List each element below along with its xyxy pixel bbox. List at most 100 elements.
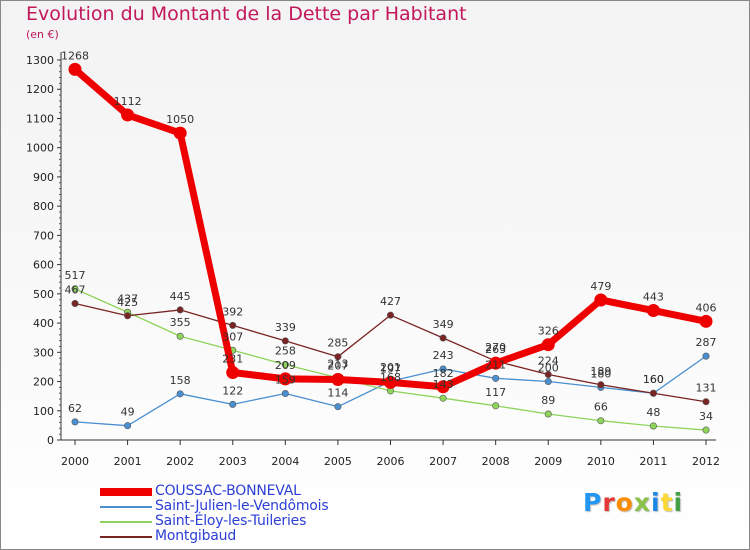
- x-tick-label: 2003: [219, 455, 247, 468]
- data-point: [229, 321, 237, 329]
- legend-label: Montgibaud: [155, 528, 237, 544]
- data-point: [649, 389, 657, 397]
- data-label: 270: [485, 341, 506, 354]
- data-label: 122: [222, 384, 243, 397]
- y-tick-label: 1200: [26, 83, 54, 96]
- data-label: 425: [117, 296, 138, 309]
- data-point: [597, 381, 605, 389]
- data-point: [173, 126, 187, 140]
- proxiti-logo: Proxiti: [583, 488, 683, 517]
- legend-swatch: [100, 506, 152, 508]
- data-label: 339: [275, 321, 296, 334]
- data-label: 89: [541, 394, 555, 407]
- x-tick-label: 2009: [534, 455, 562, 468]
- data-label: 349: [433, 318, 454, 331]
- data-label: 209: [275, 359, 296, 372]
- data-point: [439, 394, 447, 402]
- x-tick-label: 2008: [482, 455, 510, 468]
- data-label: 285: [327, 337, 348, 350]
- data-label: 467: [65, 283, 86, 296]
- data-label: 355: [170, 316, 191, 329]
- data-label: 189: [590, 365, 611, 378]
- data-point: [439, 334, 447, 342]
- data-point: [702, 398, 710, 406]
- logo-letter: i: [651, 488, 661, 517]
- data-point: [436, 380, 450, 394]
- data-point: [439, 365, 447, 373]
- data-point: [492, 402, 500, 410]
- data-label: 114: [327, 387, 348, 400]
- data-label: 437: [117, 292, 138, 305]
- x-tick-label: 2011: [639, 455, 667, 468]
- data-label: 445: [170, 290, 191, 303]
- data-label: 117: [485, 386, 506, 399]
- axes: 0 100 200 300 400 500 600 700 800 900 1000 1100 1200…: [26, 52, 720, 468]
- y-tick-label: 300: [33, 346, 54, 359]
- data-label: 160: [643, 373, 664, 386]
- x-tick-label: 2010: [587, 455, 615, 468]
- data-label: 180: [590, 367, 611, 380]
- data-point: [541, 338, 555, 352]
- data-label: 158: [170, 374, 191, 387]
- data-point: [124, 422, 132, 430]
- data-label: 159: [275, 374, 296, 387]
- data-point: [226, 365, 240, 379]
- logo-letter: P: [583, 488, 603, 517]
- data-label: 443: [643, 291, 664, 304]
- x-tick-label: 2007: [429, 455, 457, 468]
- data-point: [646, 304, 660, 318]
- logo-letter: t: [660, 488, 674, 517]
- data-point: [278, 372, 292, 386]
- x-tick-label: 2000: [61, 455, 89, 468]
- data-point: [331, 372, 345, 386]
- logo-letter: r: [602, 488, 616, 517]
- y-tick-label: 700: [33, 229, 54, 242]
- data-point: [649, 422, 657, 430]
- data-point: [68, 62, 82, 76]
- data-label: 143: [433, 378, 454, 391]
- data-label: 168: [380, 371, 401, 384]
- data-label: 1050: [166, 113, 194, 126]
- data-labels: 62 49 158 122 159 114 201 243 211 200 180 160 287 517…: [61, 49, 717, 423]
- data-label: 197: [380, 362, 401, 375]
- legend-label: Saint-Éloy-les-Tuileries: [155, 513, 307, 529]
- data-point: [71, 285, 79, 293]
- data-label: 258: [275, 345, 296, 358]
- data-point: [492, 374, 500, 382]
- data-label: 231: [222, 352, 243, 365]
- y-tick-label: 1100: [26, 112, 54, 125]
- y-tick-label: 0: [47, 434, 54, 447]
- data-point: [121, 108, 135, 122]
- x-tick-label: 2002: [166, 455, 194, 468]
- data-point: [544, 410, 552, 418]
- data-label: 213: [327, 358, 348, 371]
- y-tick-label: 1300: [26, 54, 54, 67]
- y-tick-label: 900: [33, 171, 54, 184]
- data-label: 49: [121, 406, 135, 419]
- data-label: 263: [485, 343, 506, 356]
- data-point: [281, 337, 289, 345]
- data-label: 182: [433, 367, 454, 380]
- logo-letter: o: [615, 488, 634, 517]
- data-point: [699, 314, 713, 328]
- data-label: 1112: [114, 95, 142, 108]
- line-chart: 0 100 200 300 400 500 600 700 800 900 1000 1100 1200…: [26, 49, 720, 468]
- data-label: 207: [327, 359, 348, 372]
- data-point: [71, 418, 79, 426]
- data-label: 392: [222, 305, 243, 318]
- data-point: [281, 390, 289, 398]
- data-point: [176, 390, 184, 398]
- data-point: [544, 371, 552, 379]
- data-label: 224: [538, 355, 559, 368]
- data-label: 201: [380, 361, 401, 374]
- data-point: [702, 352, 710, 360]
- data-point: [544, 378, 552, 386]
- data-point: [702, 426, 710, 434]
- chart-title: Evolution du Montant de la Dette par Hab…: [26, 3, 467, 25]
- data-label: 517: [65, 269, 86, 282]
- legend-swatch: [100, 536, 152, 538]
- data-label: 1268: [61, 49, 89, 62]
- data-point: [489, 356, 503, 370]
- data-label: 479: [590, 280, 611, 293]
- y-tick-label: 100: [33, 405, 54, 418]
